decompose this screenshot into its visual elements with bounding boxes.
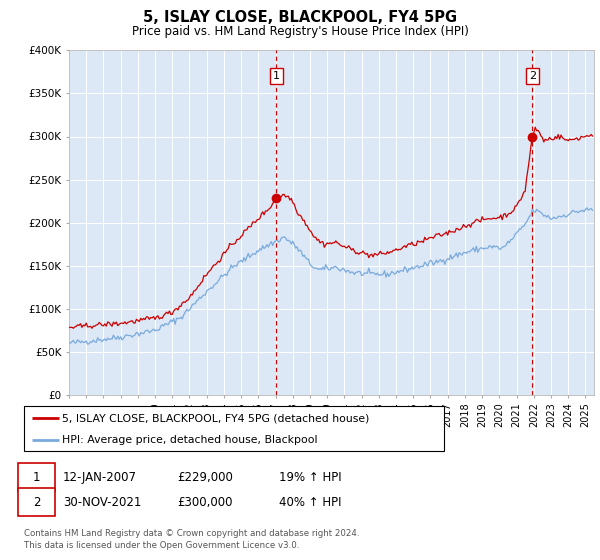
Text: 2: 2 xyxy=(529,71,536,81)
Text: 30-NOV-2021: 30-NOV-2021 xyxy=(63,496,142,509)
Text: 5, ISLAY CLOSE, BLACKPOOL, FY4 5PG: 5, ISLAY CLOSE, BLACKPOOL, FY4 5PG xyxy=(143,10,457,25)
Text: Contains HM Land Registry data © Crown copyright and database right 2024.
This d: Contains HM Land Registry data © Crown c… xyxy=(24,529,359,550)
Text: 12-JAN-2007: 12-JAN-2007 xyxy=(63,470,137,484)
Text: £300,000: £300,000 xyxy=(177,496,233,509)
Text: 1: 1 xyxy=(33,470,40,484)
Text: HPI: Average price, detached house, Blackpool: HPI: Average price, detached house, Blac… xyxy=(62,435,318,445)
Text: 40% ↑ HPI: 40% ↑ HPI xyxy=(279,496,341,509)
Text: Price paid vs. HM Land Registry's House Price Index (HPI): Price paid vs. HM Land Registry's House … xyxy=(131,25,469,38)
Text: 19% ↑ HPI: 19% ↑ HPI xyxy=(279,470,341,484)
Text: 1: 1 xyxy=(273,71,280,81)
Text: 5, ISLAY CLOSE, BLACKPOOL, FY4 5PG (detached house): 5, ISLAY CLOSE, BLACKPOOL, FY4 5PG (deta… xyxy=(62,413,370,423)
Text: £229,000: £229,000 xyxy=(177,470,233,484)
Text: 2: 2 xyxy=(33,496,40,509)
